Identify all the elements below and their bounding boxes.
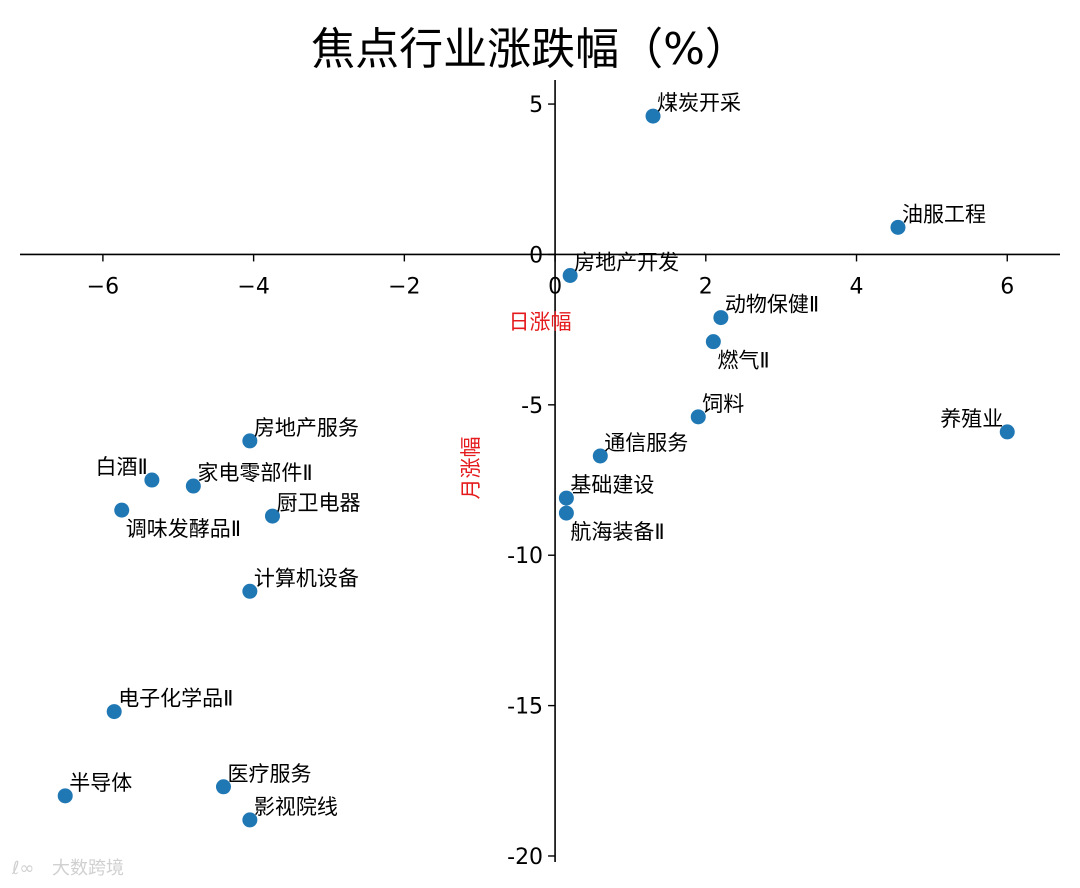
- data-point-label: 燃气Ⅱ: [717, 349, 769, 373]
- data-point: [558, 505, 574, 521]
- watermark: ℓ∞ 大数跨境: [11, 858, 124, 879]
- data-point-label: 医疗服务: [227, 762, 311, 786]
- data-point-label: 白酒Ⅱ: [96, 455, 148, 479]
- data-point: [144, 472, 160, 488]
- x-tick-label: −2: [388, 274, 420, 299]
- data-point-label: 基础建设: [570, 473, 654, 497]
- y-tick-label: -10: [507, 544, 543, 569]
- y-axis-label: 月涨幅: [459, 437, 483, 500]
- watermark-text: 大数跨境: [52, 858, 124, 879]
- data-point-label: 养殖业: [940, 407, 1003, 431]
- x-tick-label: −6: [87, 274, 119, 299]
- data-point-label: 半导体: [69, 771, 132, 795]
- data-point-label: 家电零部件Ⅱ: [197, 461, 312, 485]
- watermark-logo-icon: ℓ∞: [11, 858, 34, 879]
- data-point-label: 通信服务: [604, 431, 688, 455]
- data-point: [242, 583, 258, 599]
- ticks: −6 −4 −2 0 2 4 6 5 0 -5 -10 -15 -20: [87, 93, 1015, 870]
- y-tick-label: -20: [507, 845, 543, 870]
- y-tick-label: -15: [507, 695, 543, 720]
- data-point: [562, 268, 578, 283]
- x-axis-label: 日涨幅: [509, 310, 572, 334]
- data-point: [106, 704, 122, 720]
- data-point: [705, 334, 721, 350]
- x-tick-label: 2: [699, 274, 713, 299]
- data-point-label: 动物保健Ⅱ: [725, 293, 819, 317]
- chart-title: 焦点行业涨跌幅（%）: [311, 24, 749, 75]
- data-points: [57, 108, 1015, 828]
- data-point-label: 饲料: [702, 392, 744, 416]
- y-tick-label: -5: [521, 394, 543, 419]
- data-point-label: 航海装备Ⅱ: [570, 520, 664, 544]
- data-point: [713, 310, 729, 326]
- data-point: [114, 502, 130, 518]
- data-point: [57, 788, 73, 804]
- data-point: [999, 424, 1015, 440]
- data-point-label: 厨卫电器: [276, 491, 360, 515]
- data-point-label: 调味发酵品Ⅱ: [126, 517, 241, 541]
- data-point: [690, 409, 706, 425]
- data-point: [185, 478, 201, 494]
- data-point: [890, 219, 906, 235]
- data-point-label: 房地产服务: [254, 416, 359, 440]
- data-point: [242, 433, 258, 449]
- x-tick-label: 4: [850, 274, 864, 299]
- x-tick-label: 0: [548, 274, 562, 299]
- data-point-label: 房地产开发: [574, 251, 679, 275]
- y-tick-label: 0: [529, 243, 543, 268]
- data-point: [215, 779, 231, 795]
- y-tick-label: 5: [529, 93, 543, 118]
- data-point-label: 电子化学品Ⅱ: [118, 687, 233, 711]
- data-point-label: 计算机设备: [254, 566, 359, 590]
- data-point: [242, 812, 258, 828]
- data-point: [592, 448, 608, 464]
- data-point-label: 影视院线: [254, 795, 338, 819]
- x-tick-label: −4: [237, 274, 269, 299]
- data-point: [645, 108, 661, 124]
- data-point-label: 油服工程: [902, 202, 986, 226]
- data-point: [558, 490, 574, 506]
- axes: [20, 80, 1060, 862]
- data-point-label: 煤炭开采: [657, 91, 741, 115]
- data-point: [264, 508, 280, 524]
- x-tick-label: 6: [1000, 274, 1014, 299]
